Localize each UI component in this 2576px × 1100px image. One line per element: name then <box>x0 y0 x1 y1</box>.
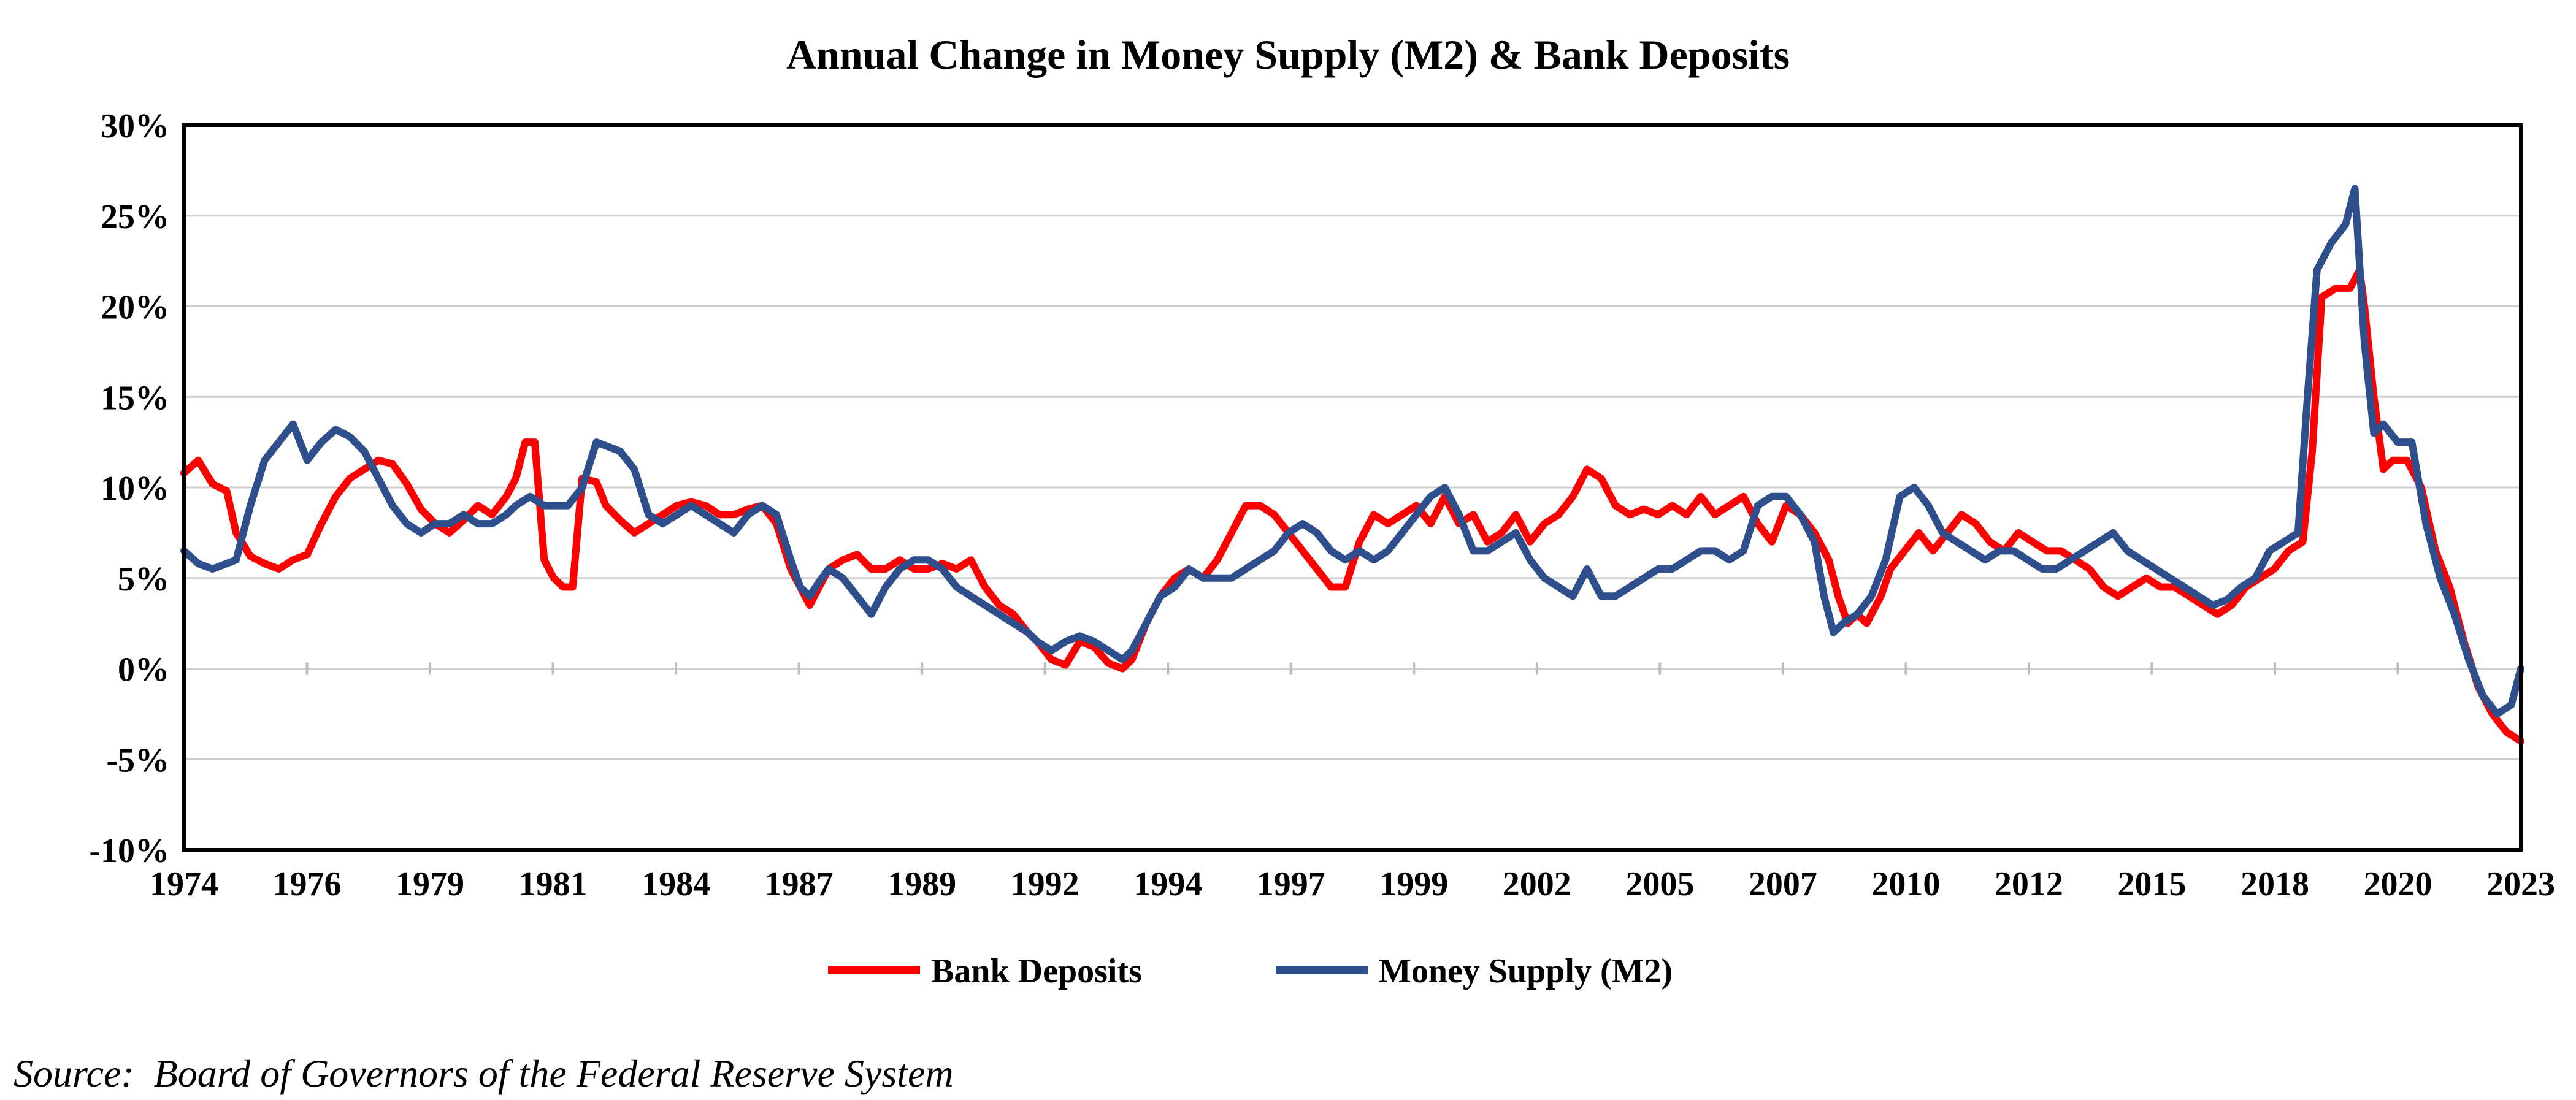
x-tick-label: 2020 <box>2363 865 2432 903</box>
x-tick-label: 1987 <box>765 865 834 903</box>
y-tick-label: 10% <box>101 470 169 508</box>
x-tick-label: 2010 <box>1871 865 1940 903</box>
y-tick-label: 25% <box>101 198 169 236</box>
x-tick-label: 1994 <box>1133 865 1202 903</box>
chart-title: Annual Change in Money Supply (M2) & Ban… <box>786 31 1790 78</box>
y-tick-label: -5% <box>106 741 169 779</box>
x-tick-label: 2015 <box>2117 865 2186 903</box>
plot-area-border <box>182 123 2523 852</box>
x-tick-label: 1981 <box>519 865 588 903</box>
y-tick-label: 30% <box>101 107 169 145</box>
x-tick-label: 2023 <box>2486 865 2555 903</box>
y-tick-label: 5% <box>118 560 169 598</box>
x-tick-label: 2005 <box>1625 865 1694 903</box>
x-tick-label: 1984 <box>642 865 710 903</box>
gridlines <box>184 124 2521 851</box>
x-tick-label: 2002 <box>1503 865 1571 903</box>
x-tick-label: 1976 <box>273 865 342 903</box>
y-tick-label: 15% <box>101 379 169 417</box>
legend-item-money-supply: Money Supply (M2) <box>1276 952 1673 990</box>
x-axis-ticks: 1974 1976 1979 1981 1984 1987 1989 1992 1994 1997… <box>150 662 2555 903</box>
source-note: Source: Board of Governors of the Federa… <box>13 1052 954 1095</box>
x-tick-label: 1997 <box>1257 865 1325 903</box>
legend-item-bank-deposits: Bank Deposits <box>828 952 1142 990</box>
legend-label-bank-deposits: Bank Deposits <box>931 952 1142 990</box>
x-tick-label: 1979 <box>396 865 464 903</box>
x-tick-label: 2007 <box>1749 865 1817 903</box>
series-line-bank-deposits <box>180 266 2524 745</box>
y-tick-label: 0% <box>118 651 169 689</box>
x-tick-label: 1974 <box>150 865 218 903</box>
legend: Bank Deposits Money Supply (M2) <box>828 952 1673 990</box>
x-tick-label: 1989 <box>887 865 956 903</box>
y-axis-ticks: 30% 25% 20% 15% 10% 5% 0% -5% -10% <box>89 107 169 870</box>
legend-label-money-supply: Money Supply (M2) <box>1379 952 1673 990</box>
y-tick-label: -10% <box>89 832 169 870</box>
series-lines <box>180 185 2524 745</box>
x-tick-label: 2018 <box>2241 865 2309 903</box>
y-tick-label: 20% <box>101 289 169 327</box>
x-tick-label: 1999 <box>1379 865 1448 903</box>
series-line-money-supply <box>180 185 2524 718</box>
x-tick-label: 2012 <box>1995 865 2063 903</box>
x-tick-label: 1992 <box>1011 865 1079 903</box>
